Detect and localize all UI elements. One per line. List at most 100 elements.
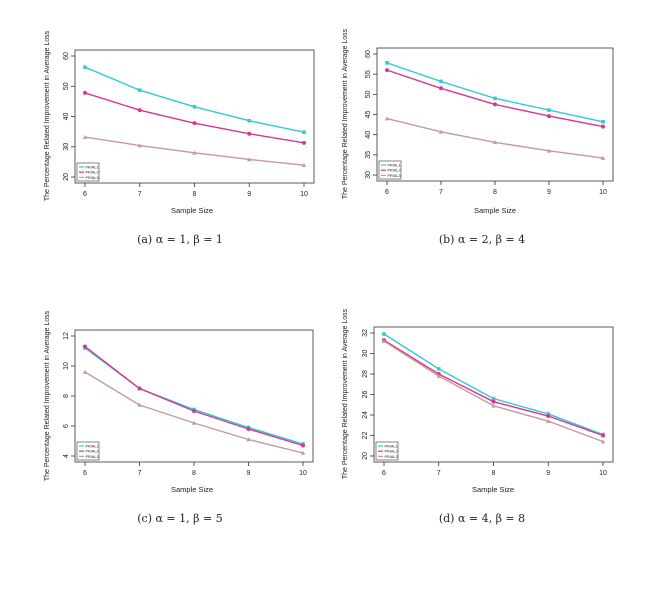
data-point-prial3 [600,155,606,160]
x-tick-label: 10 [599,189,607,196]
data-point-prial3 [546,418,551,423]
data-point-prial2 [601,124,605,129]
data-point-prial1 [83,65,87,69]
data-point-prial3 [384,116,390,121]
data-point-prial3 [246,437,251,442]
x-axis-label: Sample Size [171,206,213,215]
series-line-prial2 [84,92,305,144]
chart-panel-4: 20 22 24 26 28 30 32 6 7 8 9 10 Sample Size The Perce… [342,308,614,525]
legend-label: PRIAL2 [388,169,401,173]
data-point-prial3 [137,143,142,148]
legend-label: PRIAL3 [388,174,401,178]
y-tick-label: 45 [365,111,372,119]
plot-frame [74,329,314,463]
y-tick-label: 50 [365,90,372,98]
data-point-prial2 [83,344,87,349]
series-line-prial3 [386,117,604,159]
x-tick-label: 7 [138,191,142,198]
y-tick-label: 4 [63,454,70,458]
x-tick-label: 10 [300,191,308,198]
data-point-prial3 [247,157,252,162]
x-tick-label: 8 [493,189,497,196]
x-tick-label: 7 [439,189,443,196]
chart-panel-2: 30 35 40 45 50 55 60 6 7 8 9 10 Sample Size The Perce… [342,28,614,246]
data-point-prial2 [439,86,443,91]
chart-panel-1: 20 30 40 50 60 6 7 8 9 10 Sample Size The Percentag… [44,30,315,246]
y-tick-label: 6 [63,424,70,428]
data-point-prial2 [493,102,497,107]
data-point-prial2 [192,121,197,126]
data-point-prial2 [601,433,605,438]
x-tick-label: 9 [247,470,251,477]
data-point-prial1 [192,105,197,109]
data-point-prial3 [436,373,441,378]
legend-label: PRIAL1 [86,445,99,449]
data-point-prial1 [385,61,389,65]
data-point-prial2 [301,443,305,448]
y-axis-label: The Percentage Related Improvement in Av… [44,30,51,201]
chart-panel-3: 4 6 8 10 12 6 7 8 9 10 Sample Size The Percentage R… [44,310,314,525]
data-point-prial2 [83,90,87,95]
y-tick-label: 30 [362,350,369,358]
legend-label: PRIAL3 [86,176,99,180]
data-point-prial2 [547,114,551,119]
subfigure-caption: (a) α = 1, β = 1 [137,233,223,246]
y-tick-label: 12 [63,332,70,340]
data-point-prial2 [137,386,142,391]
legend-label: PRIAL3 [385,455,398,459]
legend-label: PRIAL1 [86,166,99,170]
y-tick-label: 32 [362,329,369,337]
legend-label: PRIAL1 [388,164,401,168]
y-tick-label: 22 [362,432,369,440]
plot-frame [376,47,614,182]
legend-label: PRIAL1 [385,445,398,449]
data-point-prial1 [439,79,443,84]
subfigure-caption: (c) α = 1, β = 5 [137,512,222,525]
data-point-prial1 [137,88,142,92]
data-point-prial3 [600,439,606,444]
y-axis-label: The Percentage Related Improvement in Av… [44,310,51,481]
y-tick-label: 55 [365,70,372,78]
legend-label: PRIAL2 [86,171,99,175]
data-point-prial1 [382,332,386,336]
data-point-prial2 [385,68,389,73]
data-point-prial3 [82,369,88,374]
data-point-prial2 [192,409,196,413]
data-point-prial3 [82,134,88,139]
legend-label: PRIAL3 [86,455,99,459]
y-tick-label: 30 [365,171,372,179]
y-tick-label: 26 [362,391,369,399]
y-tick-label: 30 [63,143,70,151]
data-point-prial3 [491,403,496,408]
data-point-prial1 [493,96,497,101]
data-point-prial3 [137,402,142,407]
x-tick-label: 10 [299,470,307,477]
x-axis-label: Sample Size [472,485,514,494]
data-point-prial1 [302,130,306,135]
legend-label: PRIAL2 [86,450,99,454]
legend-label: PRIAL2 [385,450,398,454]
data-point-prial1 [601,119,605,124]
data-point-prial1 [436,367,441,371]
x-tick-label: 8 [193,191,197,198]
x-tick-label: 8 [492,470,496,477]
x-tick-label: 9 [547,189,551,196]
x-axis-label: Sample Size [171,485,213,494]
y-tick-label: 40 [365,131,372,139]
data-point-prial3 [301,163,307,168]
data-point-prial1 [546,412,551,416]
data-point-prial3 [438,129,444,134]
data-point-prial3 [492,140,498,145]
series-line-prial1 [84,347,304,445]
data-point-prial2 [247,131,252,136]
x-axis-label: Sample Size [474,206,516,215]
x-tick-label: 10 [599,470,607,477]
y-tick-label: 50 [63,82,70,90]
x-tick-label: 9 [546,470,550,477]
x-tick-label: 6 [382,470,386,477]
x-tick-label: 6 [83,470,87,477]
y-axis-label: The Percentage Related Improvement in Av… [342,28,349,199]
y-tick-label: 24 [362,411,369,419]
x-tick-label: 6 [83,191,87,198]
